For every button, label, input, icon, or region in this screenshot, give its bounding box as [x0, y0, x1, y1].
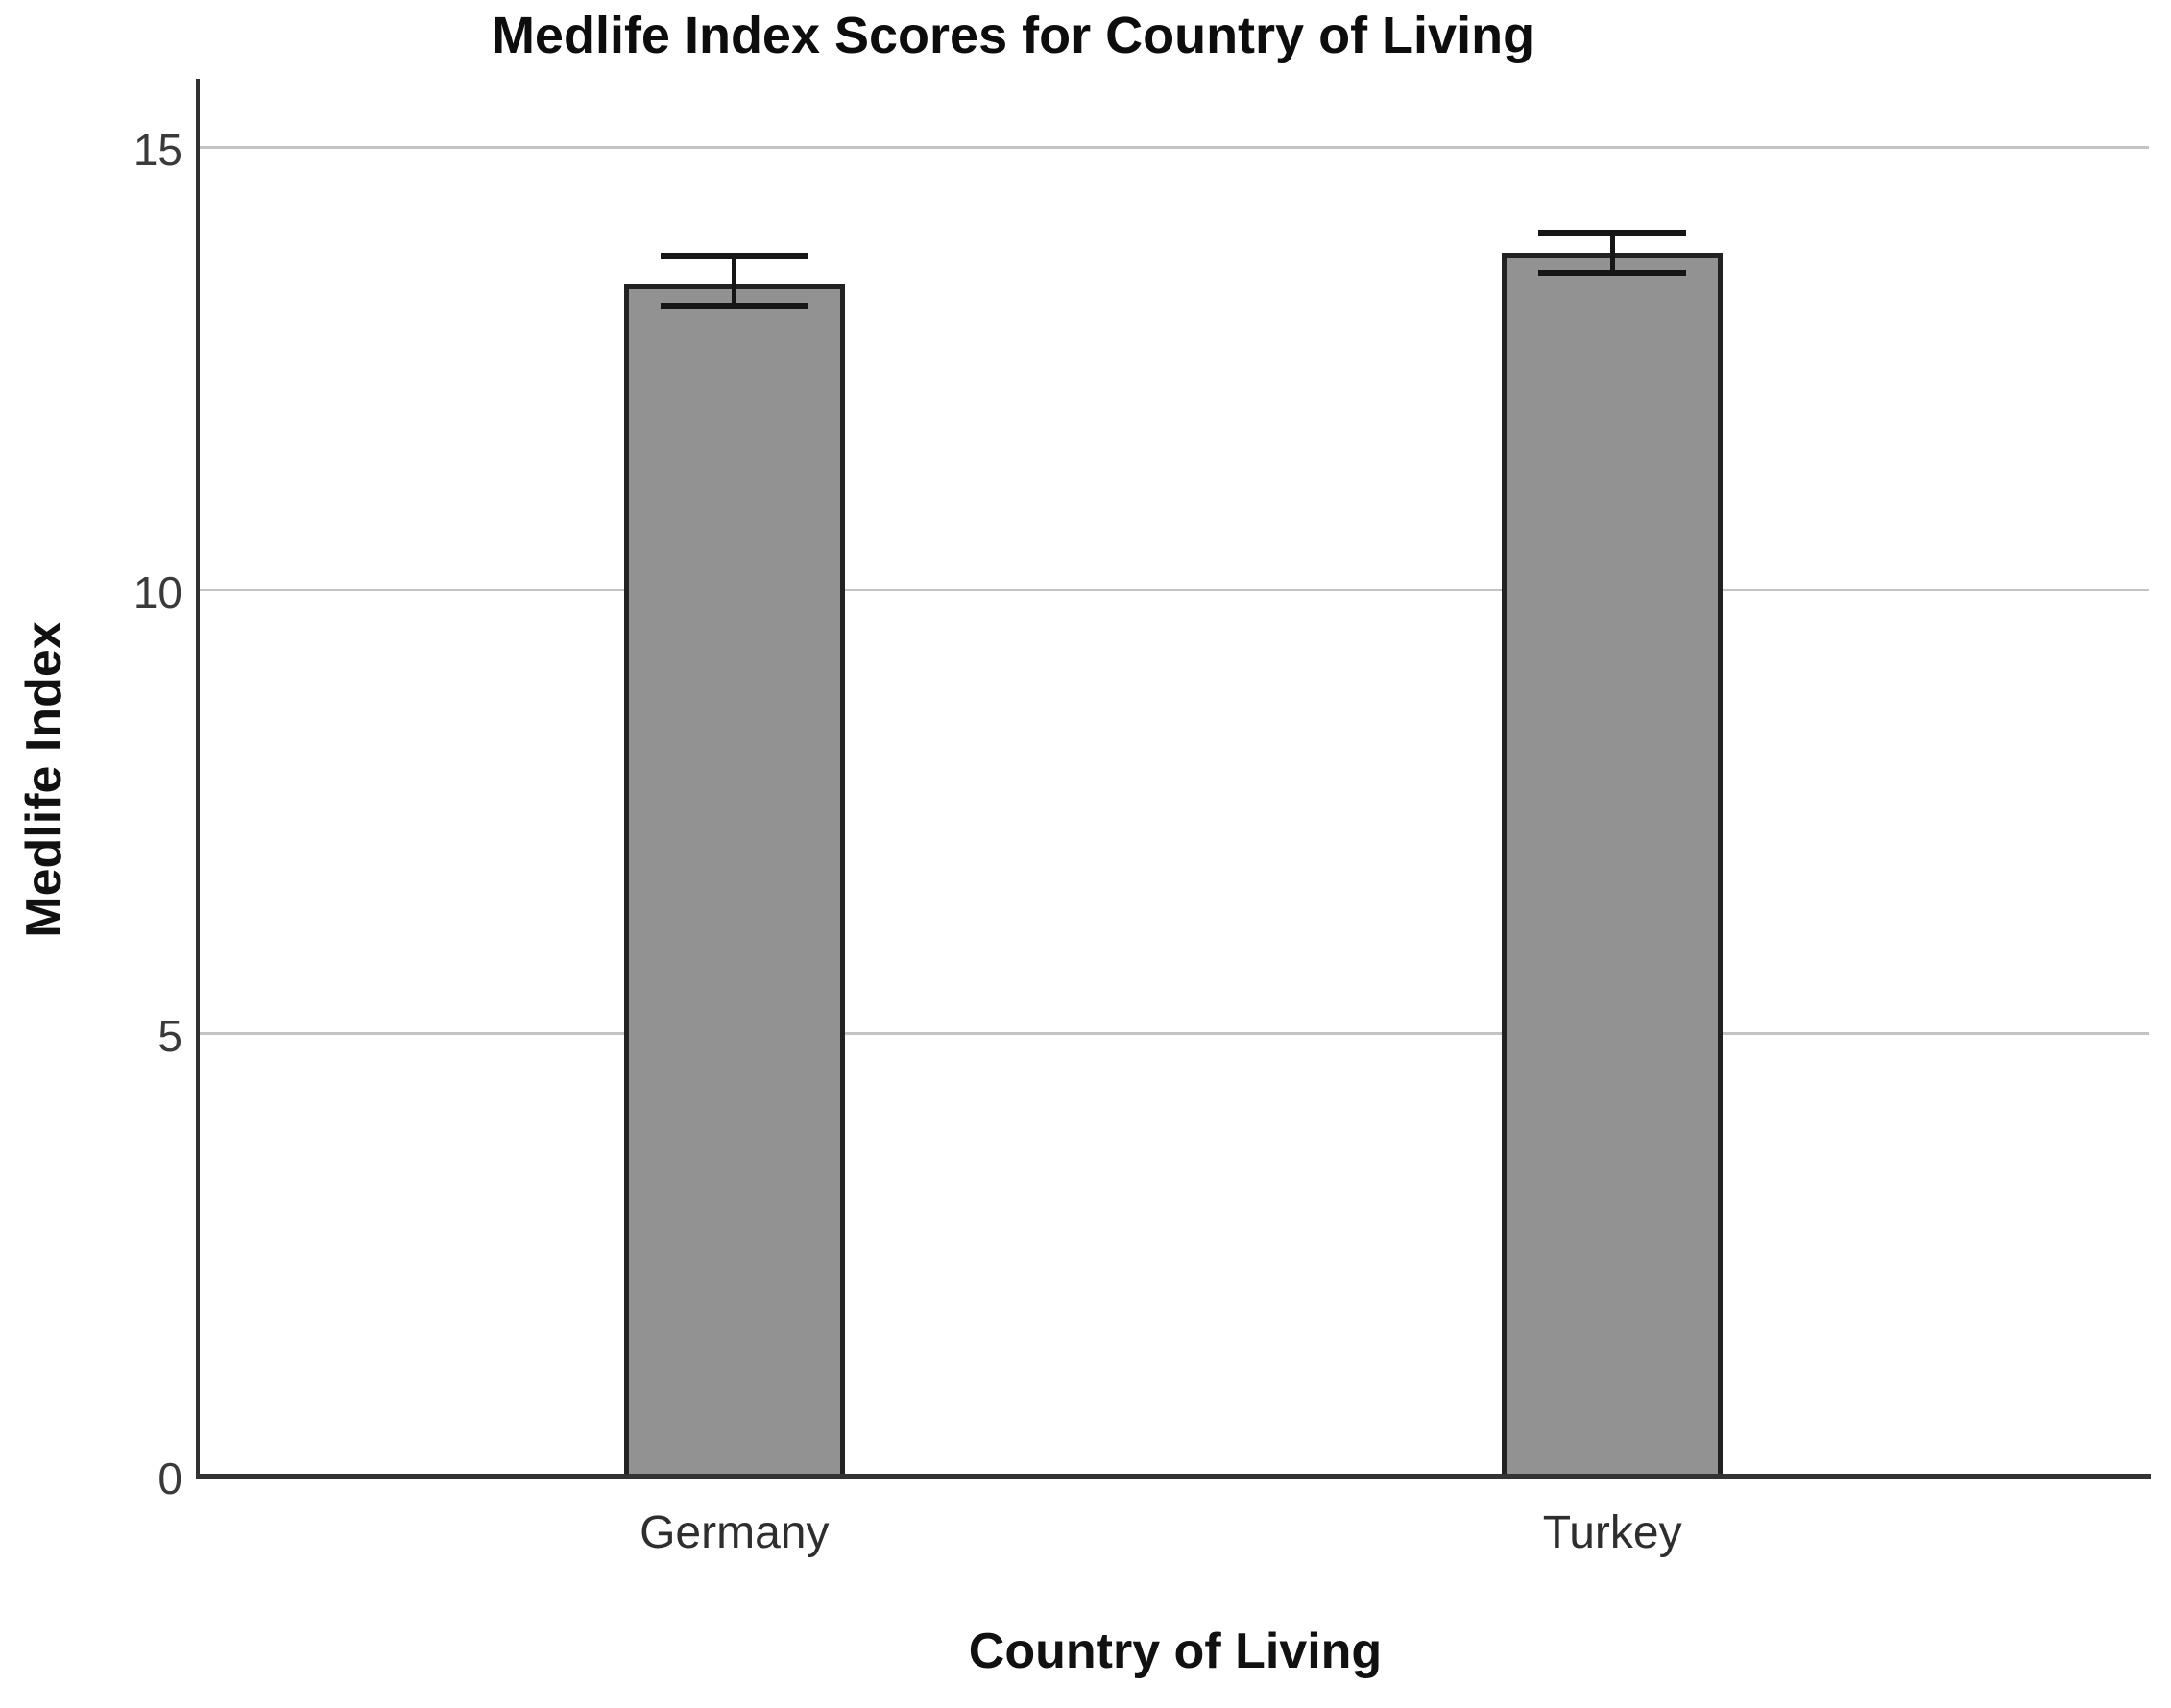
error-bar-line-turkey [1609, 233, 1615, 273]
x-tick-label-germany: Germany [639, 1507, 830, 1558]
error-bar-bottom-cap-turkey [1538, 270, 1687, 277]
error-bar-bottom-cap-germany [660, 303, 808, 310]
y-axis-title: Medlife Index [16, 621, 72, 938]
chart-title: Medlife Index Scores for Country of Livi… [491, 7, 1535, 64]
x-axis-line [196, 1474, 2151, 1479]
bar-germany [623, 284, 845, 1479]
x-tick-label-turkey: Turkey [1542, 1507, 1682, 1558]
gridline-y-15 [200, 146, 2149, 149]
error-bar-top-cap-turkey [1538, 230, 1687, 237]
y-tick-label-0: 0 [157, 1454, 182, 1504]
x-axis-title: Country of Living [968, 1624, 1383, 1679]
y-axis-line [196, 79, 200, 1479]
y-tick-label-5: 5 [157, 1010, 182, 1061]
bar-turkey [1502, 253, 1724, 1479]
gridline-y-5 [200, 1031, 2149, 1035]
error-bar-top-cap-germany [660, 253, 808, 260]
error-bar-line-germany [732, 256, 737, 307]
y-tick-label-10: 10 [133, 567, 182, 618]
gridline-y-10 [200, 589, 2149, 592]
y-tick-label-15: 15 [133, 125, 182, 175]
